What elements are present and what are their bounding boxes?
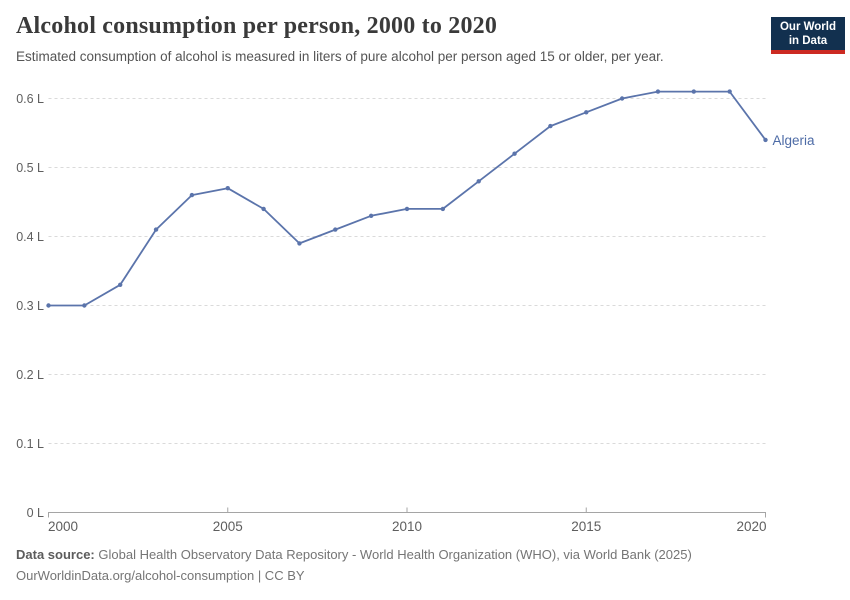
data-point-marker <box>512 151 517 156</box>
series-line-algeria <box>47 90 767 307</box>
owid-logo: Our World in Data <box>771 17 845 54</box>
data-point-marker <box>82 303 87 308</box>
data-point-marker <box>153 227 159 232</box>
data-point-marker <box>727 89 732 94</box>
data-point-marker <box>655 89 661 94</box>
data-point-marker <box>297 241 302 246</box>
y-axis-tick-label: 0.3 L <box>16 299 44 313</box>
data-point-marker <box>261 206 266 212</box>
data-point-marker <box>118 282 123 287</box>
license-line: OurWorldinData.org/alcohol-consumption |… <box>16 567 305 583</box>
chart-title: Alcohol consumption per person, 2000 to … <box>16 13 498 39</box>
data-source-label: Data source: <box>16 547 95 562</box>
owid-logo-line1: Our World <box>779 21 836 33</box>
y-axis-tick-label: 0.4 L <box>16 230 44 244</box>
x-axis-tick-label: 2020 <box>736 519 766 534</box>
x-axis-tick-label: 2015 <box>571 519 601 534</box>
x-axis-tick-label: 2005 <box>213 519 243 534</box>
data-point-marker <box>440 206 446 212</box>
data-point-marker <box>548 123 553 129</box>
x-axis-tick-label: 2010 <box>392 519 422 534</box>
data-point-marker <box>189 192 195 198</box>
y-axis-tick-label: 0 L <box>27 506 44 520</box>
data-point-marker <box>404 206 410 212</box>
data-point-marker <box>619 96 625 101</box>
data-point-marker <box>584 110 589 115</box>
data-point-marker <box>476 179 481 184</box>
data-source-line: Data source: Global Health Observatory D… <box>16 545 692 566</box>
data-source-text: Global Health Observatory Data Repositor… <box>98 547 692 562</box>
data-point-marker <box>46 303 51 308</box>
chart-footer: Data source: Global Health Observatory D… <box>16 545 692 586</box>
y-axis-tick-label: 0.2 L <box>16 368 44 382</box>
data-point-marker <box>368 213 374 218</box>
x-axis-tick-label: 2000 <box>48 519 78 534</box>
data-point-marker <box>333 227 338 232</box>
data-point-marker <box>763 137 768 143</box>
chart-subtitle: Estimated consumption of alcohol is meas… <box>16 49 664 64</box>
y-axis-tick-label: 0.5 L <box>16 161 44 175</box>
series-end-label: Algeria <box>773 133 816 148</box>
y-axis-tick-label: 0.1 L <box>16 437 44 451</box>
data-point-marker <box>225 186 230 191</box>
owid-logo-line2: in Data <box>788 35 828 47</box>
y-axis-tick-label: 0.6 L <box>16 92 44 106</box>
data-point-marker <box>691 89 696 94</box>
